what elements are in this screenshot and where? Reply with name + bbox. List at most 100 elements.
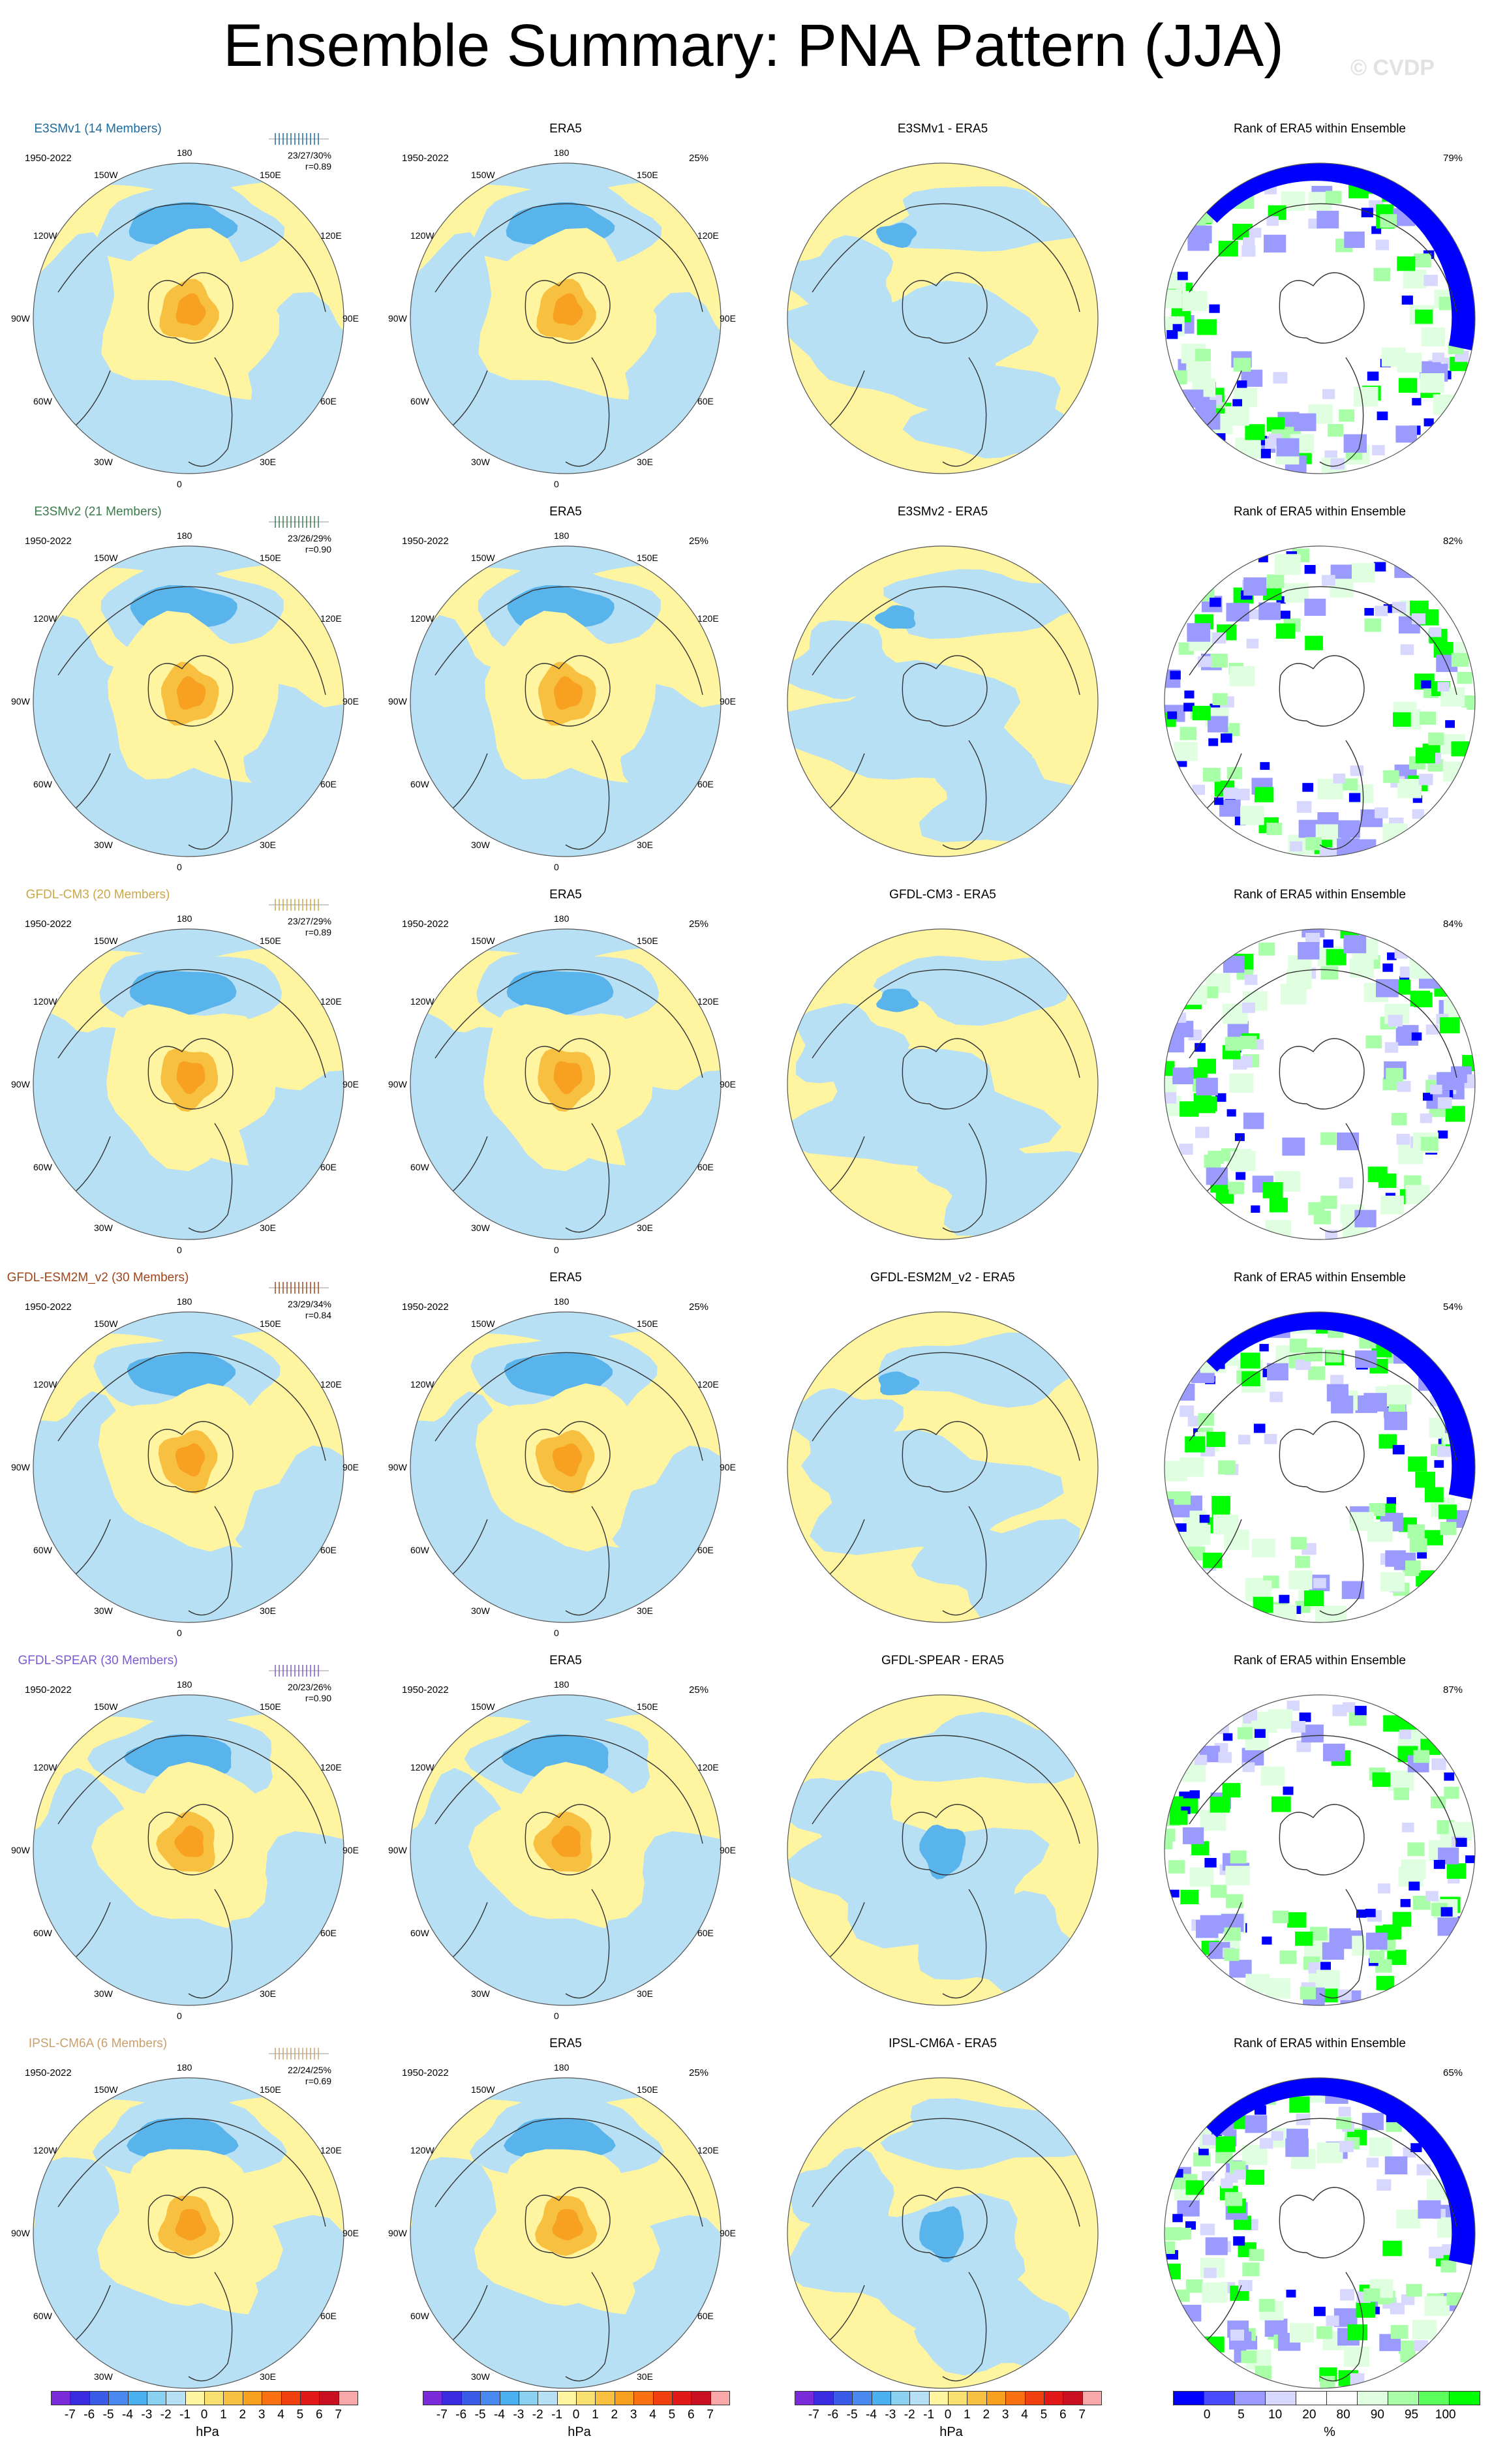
lon-label-right: 90E [720, 1462, 736, 1472]
era5-pct-variance: 25% [689, 2067, 709, 2078]
polar-map-diff [787, 2077, 1099, 2389]
colorbar-tick-label: -4 [494, 2408, 505, 2422]
colorbar-swatch [51, 2391, 71, 2405]
lon-label-right: 90E [342, 313, 359, 324]
lon-label-lower-right: 60E [697, 1545, 714, 1555]
lon-label-right: 90E [720, 2228, 736, 2238]
colorbar-tick-label: -2 [904, 2408, 915, 2422]
colorbar-tick-label: 2 [239, 2408, 247, 2422]
colorbar-swatch [928, 2391, 949, 2405]
lon-label-upper-right: 120E [320, 996, 342, 1007]
lon-label-top: 180 [177, 1296, 192, 1307]
lon-label-top: 180 [554, 1296, 570, 1307]
period-label: 1950-2022 [25, 2067, 72, 2078]
member-spread-ticks [266, 513, 331, 530]
lon-label-top-left: 150W [471, 935, 495, 947]
lon-label-left: 90W [388, 1845, 407, 1855]
lon-label-lower-left: 60W [410, 396, 429, 406]
colorbar-swatch [185, 2391, 205, 2405]
colorbar-swatch [108, 2391, 129, 2405]
lon-label-upper-right: 120E [697, 1762, 719, 1772]
lon-label-bottom-left: 30W [471, 1988, 490, 1999]
lon-label-top-left: 150W [471, 1701, 495, 1712]
model-title: GFDL-SPEAR (30 Members) [18, 1654, 178, 1667]
diff-title: GFDL-CM3 - ERA5 [889, 888, 996, 902]
rank-title: Rank of ERA5 within Ensemble [1233, 505, 1406, 519]
colorbar-swatch [614, 2391, 635, 2405]
colorbar-swatch [595, 2391, 615, 2405]
lon-label-bottom-right: 30E [260, 1222, 276, 1233]
colorbar-swatch [1234, 2391, 1266, 2405]
colorbar-tick-label: 3 [1001, 2408, 1009, 2422]
pct-range: 22/24/25% [288, 2065, 331, 2075]
panel-model-row-0: E3SMv1 (14 Members) 1950-2022 180 150E 120E 9… [0, 121, 377, 504]
lon-label-right: 90E [342, 696, 359, 707]
lon-label-top: 180 [554, 913, 570, 924]
polar-map-rank [1164, 2077, 1476, 2389]
colorbar-unit: hPa [939, 2425, 963, 2439]
lon-label-top-left: 150W [94, 170, 118, 181]
colorbar-rank: 0 5 10 20 80 90 95 100% [1173, 2391, 1486, 2456]
lon-label-bottom: 0 [554, 2011, 559, 2021]
lon-label-left: 90W [388, 1462, 407, 1472]
colorbar-tick-label: -4 [122, 2408, 133, 2422]
polar-map-model [33, 1694, 344, 2006]
polar-map-rank [1164, 162, 1476, 474]
lon-label-upper-right: 120E [320, 1762, 342, 1772]
lon-label-bottom: 0 [177, 862, 182, 872]
lon-label-bottom-right: 30E [260, 2371, 276, 2382]
lon-label-bottom-left: 30W [471, 839, 490, 850]
period-label: 1950-2022 [402, 2067, 449, 2078]
lon-label-bottom-left: 30W [471, 2371, 490, 2382]
lon-label-lower-left: 60W [410, 1928, 429, 1938]
lon-label-top-right: 150E [637, 935, 658, 947]
lon-label-top: 180 [177, 1679, 192, 1690]
lon-label-lower-left: 60W [33, 2311, 52, 2321]
era5-title: ERA5 [549, 2037, 582, 2050]
lon-label-bottom: 0 [177, 479, 182, 489]
pct-variance-stats: 23/26/29% r=0.90 [260, 533, 331, 555]
colorbar-swatch [319, 2391, 339, 2405]
lon-label-upper-right: 120E [320, 1379, 342, 1390]
lon-label-lower-right: 60E [320, 1545, 337, 1555]
lon-label-top-right: 150E [260, 1318, 281, 1330]
colorbar-swatch [262, 2391, 282, 2405]
pct-variance-stats: 23/27/29% r=0.89 [260, 916, 331, 938]
lon-label-left: 90W [388, 1079, 407, 1089]
lon-label-bottom: 0 [554, 1245, 559, 1255]
colorbar-tick-label: 7 [335, 2408, 342, 2422]
colorbar-swatch [1082, 2391, 1102, 2405]
colorbar-tick-label: -3 [513, 2408, 525, 2422]
pct-range: 23/26/29% [288, 533, 331, 543]
colorbar-tick-label: 3 [258, 2408, 266, 2422]
lon-label-top-right: 150E [637, 2084, 658, 2095]
lon-label-bottom-left: 30W [94, 1988, 113, 1999]
lon-label-upper-left: 120W [410, 1379, 434, 1390]
lon-label-top: 180 [554, 147, 570, 158]
diff-title: E3SMv2 - ERA5 [897, 505, 988, 519]
lon-label-lower-right: 60E [697, 1162, 714, 1172]
model-title: GFDL-CM3 (20 Members) [25, 888, 170, 902]
lon-label-lower-left: 60W [33, 1928, 52, 1938]
polar-map-era5 [410, 545, 722, 857]
lon-label-top: 180 [177, 530, 192, 541]
colorbar-tick-label: -7 [436, 2408, 448, 2422]
pattern-correlation: r=0.90 [305, 544, 331, 555]
era5-title: ERA5 [549, 122, 582, 136]
rank-title: Rank of ERA5 within Ensemble [1233, 1654, 1406, 1667]
lon-label-upper-left: 120W [410, 2145, 434, 2155]
colorbar-swatch [795, 2391, 815, 2405]
diff-title: E3SMv1 - ERA5 [897, 122, 988, 136]
period-label: 1950-2022 [25, 536, 72, 547]
lon-label-top-left: 150W [94, 935, 118, 947]
colorbar-swatch [1265, 2391, 1296, 2405]
polar-map-model [33, 1311, 344, 1623]
polar-map-diff [787, 1311, 1099, 1623]
polar-map-era5 [410, 1694, 722, 2006]
colorbar-tick-label: 0 [200, 2408, 208, 2422]
lon-label-bottom-left: 30W [471, 456, 490, 467]
polar-map-rank [1164, 1694, 1476, 2006]
lon-label-right: 90E [342, 1079, 359, 1089]
colorbar-swatch [461, 2391, 481, 2405]
colorbar-swatch [967, 2391, 987, 2405]
